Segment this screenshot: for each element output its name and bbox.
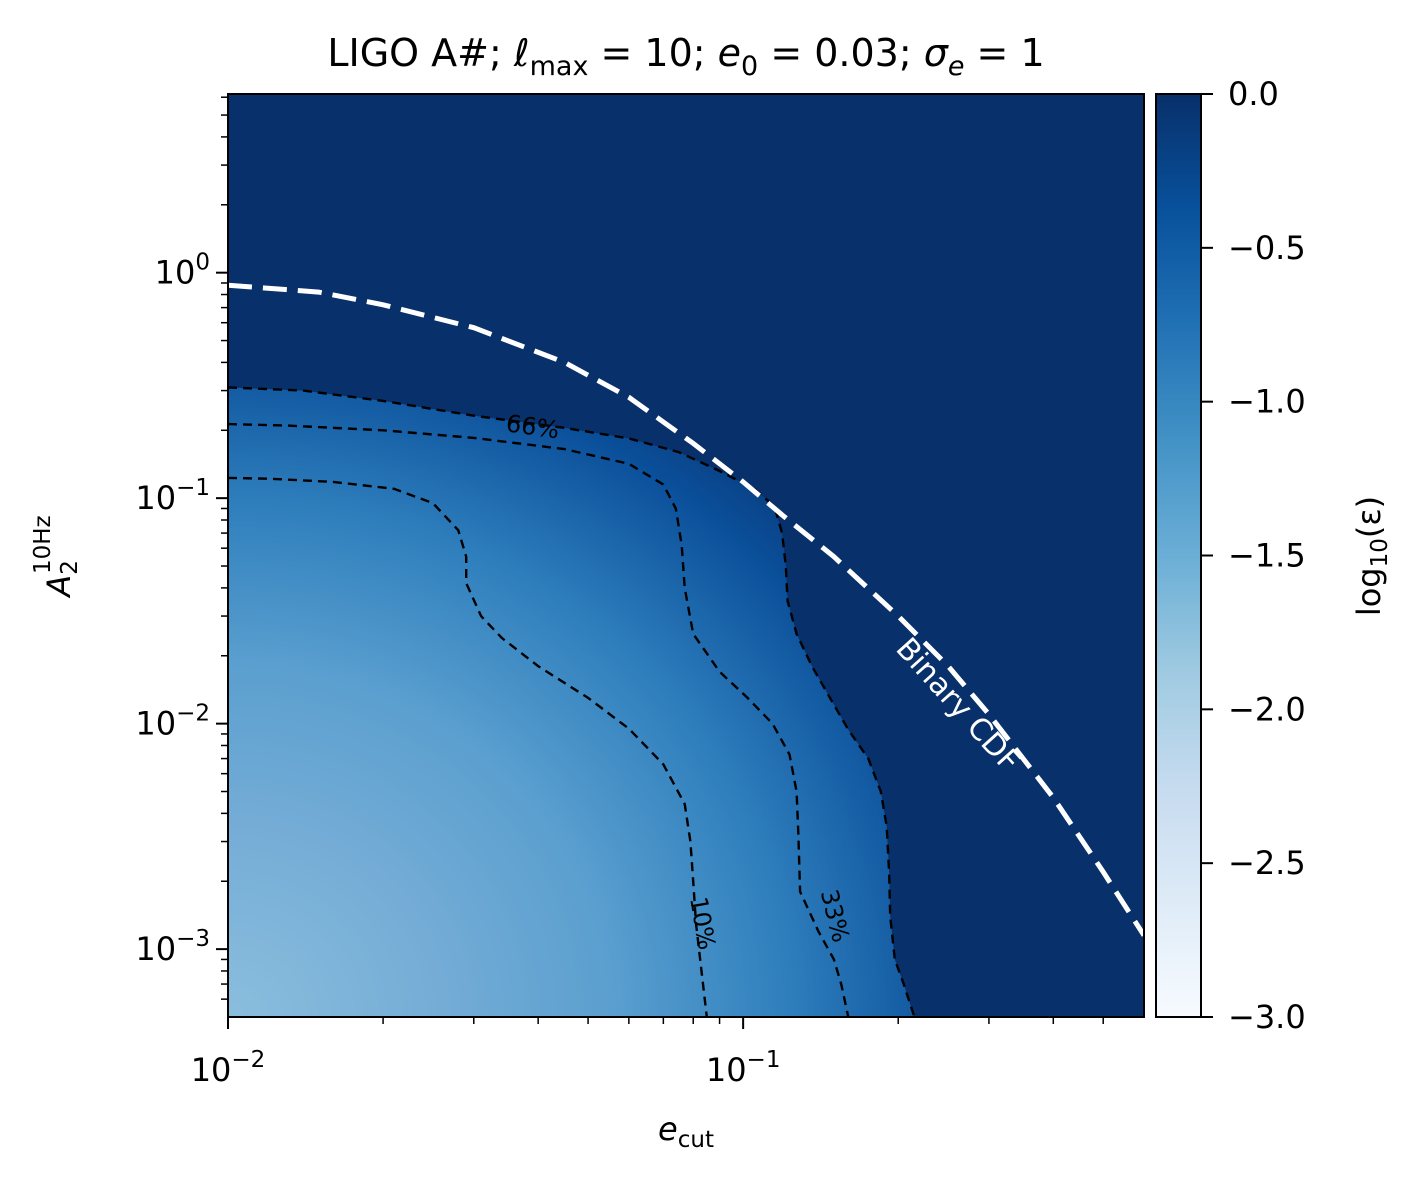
- y-tick-label-3: 100: [155, 250, 210, 292]
- binary-cdf-curve: [228, 282, 1144, 937]
- x-axis-label: ecut: [658, 1110, 714, 1153]
- y-tick-label-1: 10−2: [135, 701, 210, 743]
- y-axis: 10−3 10−2 10−1 100: [135, 96, 228, 1000]
- colorbar-tick-label-4: −2.0: [1228, 690, 1306, 728]
- colorbar-label: log10(ε): [1350, 496, 1393, 616]
- contour-line-1: [228, 422, 850, 1017]
- chart-title: LIGO A#; ℓmax = 10; e0 = 0.03; σe = 1: [327, 31, 1044, 82]
- heatmap-field: [228, 94, 1144, 1017]
- plot-frame: [227, 93, 1145, 1018]
- colorbar-tick-label-1: −0.5: [1228, 229, 1306, 267]
- y-tick-label-0: 10−3: [135, 926, 210, 968]
- contour-line-0: [228, 476, 708, 1017]
- colorbar-tick-label-6: −3.0: [1228, 998, 1306, 1036]
- colorbar: 0.0 −0.5 −1.0 −1.5 −2.0 −2.5 −3.0 log10(ε): [1155, 75, 1393, 1036]
- colorbar-tick-label-3: −1.5: [1228, 537, 1306, 575]
- colorbar-tick-label-2: −1.0: [1228, 383, 1306, 421]
- heatmap-gradient-region: [228, 387, 915, 1017]
- x-tick-label-0: 10−2: [191, 1047, 266, 1089]
- contour-line-2: [228, 386, 916, 1017]
- x-tick-label-1: 10−1: [706, 1047, 781, 1089]
- y-tick-label-2: 10−1: [135, 475, 210, 517]
- y-axis-label: A210Hz: [30, 515, 83, 598]
- contour-layer: [228, 386, 916, 1017]
- colorbar-tick-label-0: 0.0: [1228, 75, 1279, 113]
- colorbar-gradient: [1155, 93, 1202, 1018]
- x-axis: 10−2 10−1: [191, 1017, 1104, 1089]
- colorbar-tick-label-5: −2.5: [1228, 844, 1306, 882]
- colorbar-ticks: 0.0 −0.5 −1.0 −1.5 −2.0 −2.5 −3.0: [1201, 75, 1306, 1036]
